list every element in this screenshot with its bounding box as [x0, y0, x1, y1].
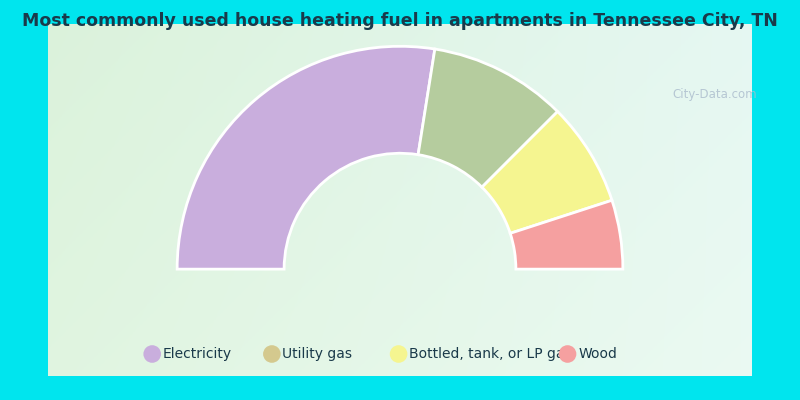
Wedge shape	[482, 112, 612, 233]
Ellipse shape	[558, 345, 576, 363]
Wedge shape	[177, 46, 435, 269]
Ellipse shape	[263, 345, 281, 363]
Text: Electricity: Electricity	[162, 347, 232, 361]
Ellipse shape	[390, 345, 407, 363]
Text: Most commonly used house heating fuel in apartments in Tennessee City, TN: Most commonly used house heating fuel in…	[22, 12, 778, 30]
Text: City-Data.com: City-Data.com	[672, 88, 757, 101]
Text: Bottled, tank, or LP gas: Bottled, tank, or LP gas	[409, 347, 572, 361]
Ellipse shape	[143, 345, 161, 363]
Wedge shape	[510, 200, 623, 269]
Wedge shape	[418, 49, 558, 187]
Text: Wood: Wood	[578, 347, 617, 361]
Text: Utility gas: Utility gas	[282, 347, 353, 361]
